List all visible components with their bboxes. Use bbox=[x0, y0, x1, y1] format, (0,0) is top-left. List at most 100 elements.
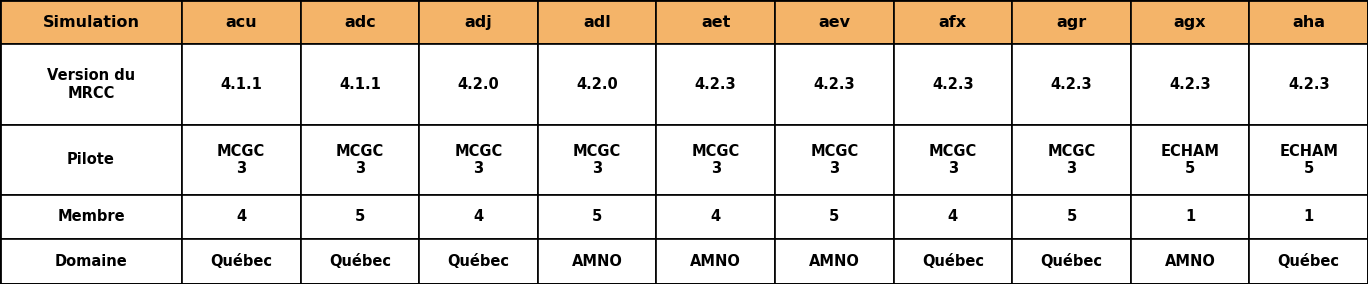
Text: 4.2.3: 4.2.3 bbox=[814, 77, 855, 92]
Text: 4: 4 bbox=[948, 209, 958, 224]
Bar bbox=[1012, 125, 1131, 195]
Text: AMNO: AMNO bbox=[572, 254, 622, 269]
Bar bbox=[774, 195, 893, 239]
Bar bbox=[1249, 0, 1368, 44]
Text: adl: adl bbox=[583, 14, 611, 30]
Text: aev: aev bbox=[818, 14, 851, 30]
Text: MCGC
3: MCGC 3 bbox=[573, 143, 621, 176]
Text: Domaine: Domaine bbox=[55, 254, 127, 269]
Text: AMNO: AMNO bbox=[691, 254, 741, 269]
Bar bbox=[774, 44, 893, 125]
Bar bbox=[893, 239, 1012, 284]
Text: aet: aet bbox=[700, 14, 731, 30]
Bar bbox=[1131, 0, 1249, 44]
Bar bbox=[893, 125, 1012, 195]
Text: 4: 4 bbox=[237, 209, 246, 224]
Bar bbox=[419, 239, 538, 284]
Text: 4.2.3: 4.2.3 bbox=[1287, 77, 1330, 92]
Text: 5: 5 bbox=[829, 209, 840, 224]
Bar bbox=[1012, 0, 1131, 44]
Text: MCGC
3: MCGC 3 bbox=[454, 143, 502, 176]
Bar bbox=[301, 0, 419, 44]
Bar bbox=[538, 239, 657, 284]
Text: AMNO: AMNO bbox=[808, 254, 859, 269]
Text: MCGC
3: MCGC 3 bbox=[1048, 143, 1096, 176]
Text: MCGC
3: MCGC 3 bbox=[810, 143, 858, 176]
Text: Québec: Québec bbox=[922, 254, 984, 269]
Bar bbox=[1012, 195, 1131, 239]
Bar bbox=[419, 0, 538, 44]
Text: 4.2.0: 4.2.0 bbox=[457, 77, 499, 92]
Bar bbox=[0, 0, 182, 44]
Text: Simulation: Simulation bbox=[42, 14, 140, 30]
Bar bbox=[419, 125, 538, 195]
Bar bbox=[657, 195, 774, 239]
Bar bbox=[1249, 125, 1368, 195]
Bar bbox=[0, 44, 182, 125]
Text: 4: 4 bbox=[473, 209, 483, 224]
Text: adc: adc bbox=[343, 14, 376, 30]
Bar bbox=[657, 239, 774, 284]
Bar bbox=[182, 195, 301, 239]
Bar bbox=[1012, 44, 1131, 125]
Bar bbox=[774, 239, 893, 284]
Bar bbox=[774, 0, 893, 44]
Text: agr: agr bbox=[1056, 14, 1086, 30]
Bar bbox=[0, 195, 182, 239]
Text: 4.2.3: 4.2.3 bbox=[1051, 77, 1092, 92]
Text: adj: adj bbox=[465, 14, 492, 30]
Bar bbox=[774, 125, 893, 195]
Bar bbox=[538, 44, 657, 125]
Bar bbox=[419, 195, 538, 239]
Text: 1: 1 bbox=[1304, 209, 1313, 224]
Text: MCGC
3: MCGC 3 bbox=[692, 143, 740, 176]
Text: Version du
MRCC: Version du MRCC bbox=[47, 68, 135, 101]
Bar bbox=[301, 44, 419, 125]
Bar bbox=[1131, 125, 1249, 195]
Bar bbox=[182, 44, 301, 125]
Text: Québec: Québec bbox=[1041, 254, 1103, 269]
Text: MCGC
3: MCGC 3 bbox=[218, 143, 265, 176]
Bar bbox=[1131, 44, 1249, 125]
Bar bbox=[657, 125, 774, 195]
Text: ECHAM
5: ECHAM 5 bbox=[1279, 143, 1338, 176]
Text: 5: 5 bbox=[592, 209, 602, 224]
Text: 4.2.3: 4.2.3 bbox=[1170, 77, 1211, 92]
Text: 4.1.1: 4.1.1 bbox=[220, 77, 263, 92]
Bar bbox=[893, 44, 1012, 125]
Bar bbox=[1249, 239, 1368, 284]
Text: ECHAM
5: ECHAM 5 bbox=[1160, 143, 1220, 176]
Text: MCGC
3: MCGC 3 bbox=[335, 143, 384, 176]
Bar bbox=[538, 125, 657, 195]
Text: 1: 1 bbox=[1185, 209, 1196, 224]
Bar bbox=[1012, 239, 1131, 284]
Text: 5: 5 bbox=[354, 209, 365, 224]
Bar bbox=[0, 125, 182, 195]
Bar bbox=[1249, 195, 1368, 239]
Bar bbox=[182, 125, 301, 195]
Text: 4.1.1: 4.1.1 bbox=[339, 77, 380, 92]
Bar bbox=[657, 0, 774, 44]
Bar bbox=[538, 195, 657, 239]
Text: MCGC
3: MCGC 3 bbox=[929, 143, 977, 176]
Text: acu: acu bbox=[226, 14, 257, 30]
Bar bbox=[893, 0, 1012, 44]
Text: AMNO: AMNO bbox=[1164, 254, 1216, 269]
Text: 4.2.3: 4.2.3 bbox=[695, 77, 736, 92]
Bar bbox=[301, 195, 419, 239]
Bar bbox=[182, 239, 301, 284]
Text: Pilote: Pilote bbox=[67, 152, 115, 167]
Bar bbox=[657, 44, 774, 125]
Text: Québec: Québec bbox=[447, 254, 509, 269]
Bar bbox=[0, 239, 182, 284]
Text: 4.2.0: 4.2.0 bbox=[576, 77, 618, 92]
Bar bbox=[301, 239, 419, 284]
Text: Québec: Québec bbox=[211, 254, 272, 269]
Text: Québec: Québec bbox=[328, 254, 391, 269]
Text: 4: 4 bbox=[710, 209, 721, 224]
Text: agx: agx bbox=[1174, 14, 1207, 30]
Text: 5: 5 bbox=[1067, 209, 1077, 224]
Text: Membre: Membre bbox=[57, 209, 124, 224]
Bar bbox=[538, 0, 657, 44]
Text: afx: afx bbox=[938, 14, 967, 30]
